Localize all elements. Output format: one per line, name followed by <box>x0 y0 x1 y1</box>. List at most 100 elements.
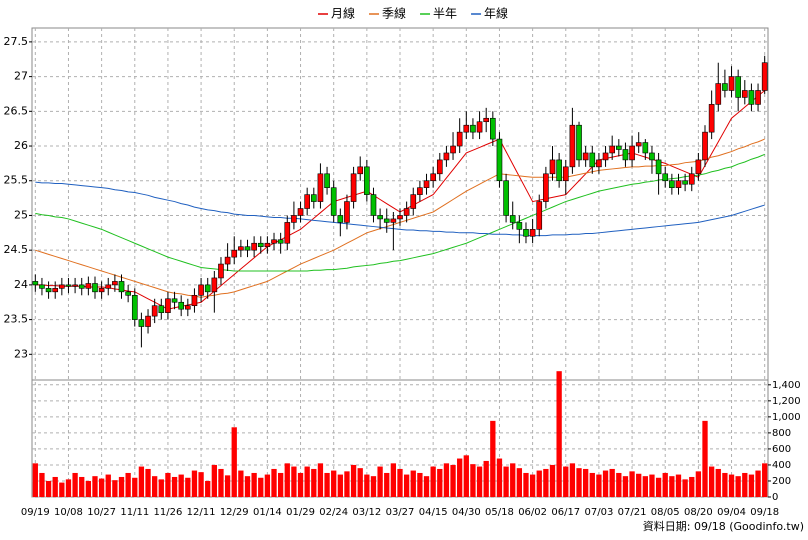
candle-body <box>496 138 503 182</box>
volume-bar <box>529 474 536 497</box>
volume-bar <box>722 472 728 497</box>
volume-bar <box>662 472 668 497</box>
volume-bar <box>728 474 735 497</box>
y2-tick-label: 800 <box>772 428 791 439</box>
y-tick-label: 26.5 <box>4 104 29 117</box>
volume-bar <box>602 470 609 497</box>
x-tick-label: 01/14 <box>253 507 282 518</box>
candle-body <box>436 159 443 175</box>
candle-body <box>310 194 317 202</box>
candle-body <box>556 159 562 182</box>
candle-body <box>536 201 543 230</box>
y-tick-label: 26 <box>14 139 28 152</box>
legend-label: 年線 <box>484 6 508 21</box>
candle-body <box>755 90 761 105</box>
candle-body <box>456 131 463 147</box>
candle-body <box>470 124 476 133</box>
volume-bar <box>125 472 131 497</box>
x-tick-label: 08/20 <box>684 507 713 518</box>
volume-bar <box>569 463 576 497</box>
volume-bar <box>682 479 688 497</box>
y2-tick-label: 200 <box>772 476 791 487</box>
candle-body <box>702 131 708 161</box>
volume-bar <box>463 455 469 497</box>
candle-body <box>178 301 185 310</box>
volume-bar <box>158 479 164 497</box>
x-tick-label: 04/15 <box>419 507 448 518</box>
volume-bar <box>98 478 105 497</box>
volume-bar <box>32 463 38 497</box>
volume-bar <box>496 458 503 497</box>
volume-bar <box>231 427 237 497</box>
candle-body <box>158 305 165 313</box>
y2-tick-label: 0 <box>772 492 778 503</box>
candle-body <box>191 294 198 307</box>
volume-bar <box>609 468 615 497</box>
y-tick-label: 27.5 <box>4 35 29 48</box>
candle-body <box>589 152 596 168</box>
candle-body <box>78 284 85 289</box>
volume-bar <box>205 480 211 497</box>
y2-tick-label: 1,400 <box>772 380 801 391</box>
candle-body <box>350 173 357 202</box>
volume-bar <box>443 463 450 497</box>
candle-body <box>748 90 755 105</box>
candle-body <box>65 284 72 287</box>
candle-body <box>715 83 722 105</box>
volume-bar <box>324 472 330 497</box>
x-tick-label: 07/21 <box>618 507 647 518</box>
volume-bar <box>132 477 138 497</box>
candle-body <box>151 305 158 317</box>
volume-bar <box>675 474 682 497</box>
ma-line <box>35 181 765 237</box>
x-tick-label: 11/26 <box>154 507 183 518</box>
volume-bar <box>238 470 244 497</box>
candle-body <box>562 166 569 182</box>
volume-bar <box>191 470 198 497</box>
x-tick-label: 03/27 <box>386 507 415 518</box>
candle-body <box>32 281 39 286</box>
candle-body <box>509 215 516 223</box>
candle-body <box>728 76 735 91</box>
volume-bar <box>304 466 310 497</box>
volume-bar <box>224 475 231 497</box>
volume-bar <box>251 472 257 497</box>
x-tick-label: 09/04 <box>717 507 746 518</box>
candle-body <box>403 208 410 216</box>
candle-body <box>238 246 244 251</box>
volume-bar <box>105 474 111 497</box>
volume-bar <box>457 458 463 497</box>
volume-bar <box>622 476 629 497</box>
y2-tick-label: 1,000 <box>772 412 801 423</box>
candle-body <box>602 152 609 161</box>
y-tick-label: 27 <box>14 70 28 83</box>
candle-body <box>297 208 304 216</box>
candle-body <box>682 180 688 185</box>
volume-bar <box>655 477 662 497</box>
candle-body <box>569 124 576 168</box>
volume-bar <box>423 476 430 497</box>
x-tick-label: 07/03 <box>585 507 614 518</box>
x-tick-label: 06/17 <box>551 507 580 518</box>
x-tick-label: 09/18 <box>750 507 779 518</box>
volume-bar <box>370 476 377 497</box>
volume-bar <box>669 476 675 497</box>
candle-body <box>576 124 582 161</box>
volume-bar <box>563 466 569 497</box>
volume-bar <box>258 477 264 497</box>
candle-body <box>596 159 602 168</box>
volume-bar <box>437 468 443 497</box>
legend: 月線 季線 半年 年線 <box>318 6 508 21</box>
candle-body <box>344 201 350 223</box>
volume-bar <box>165 472 171 497</box>
volume-bar <box>311 468 317 497</box>
candle-body <box>370 194 377 216</box>
candle-body <box>324 173 330 188</box>
volume-bar <box>742 472 748 497</box>
volume-bar <box>397 468 403 497</box>
volume-bar <box>185 477 191 497</box>
volume-bar <box>138 466 145 497</box>
candle-body <box>635 142 642 147</box>
volume-bar <box>59 482 65 497</box>
x-tick-label: 10/27 <box>87 507 116 518</box>
